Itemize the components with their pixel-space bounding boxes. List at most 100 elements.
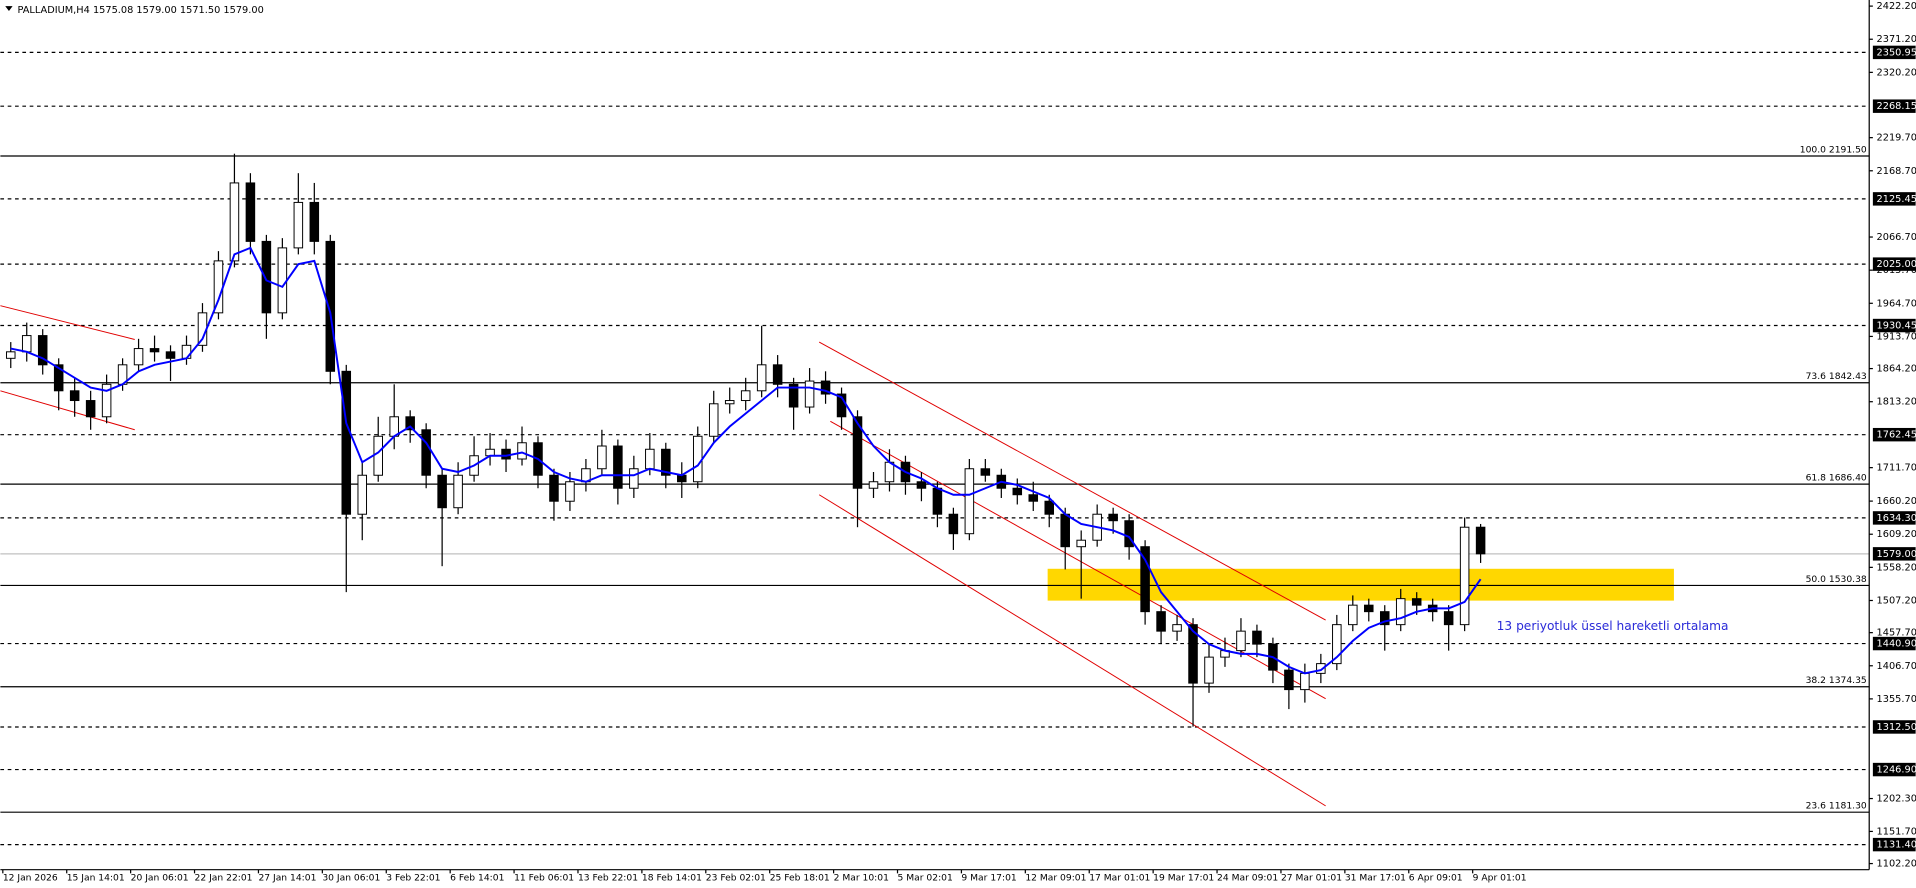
menu-arrow[interactable]	[5, 6, 13, 11]
candle-body	[1124, 520, 1134, 548]
candle-body	[1348, 604, 1358, 626]
level-label-box	[1872, 192, 1916, 206]
candle-body	[756, 364, 767, 392]
candle-body	[661, 448, 671, 476]
y-tick-label: 1711.70	[1877, 463, 1916, 474]
x-tick-label: 6 Feb 14:01	[450, 873, 504, 884]
y-tick-label: 1457.70	[1877, 628, 1916, 639]
candle-body	[165, 351, 176, 359]
level-label: 1762.45	[1877, 430, 1916, 441]
channel-line	[818, 341, 1326, 621]
fib-label: 100.0 2191.50	[1800, 144, 1867, 155]
level-label: 1440.90	[1877, 639, 1916, 650]
level-label: 1312.50	[1877, 722, 1916, 733]
candle-body	[980, 468, 991, 476]
x-tick-label: 17 Mar 01:01	[1089, 873, 1150, 884]
candle-body	[1060, 513, 1070, 548]
candle-body	[597, 445, 607, 470]
candle-body	[852, 416, 863, 489]
x-tick-label: 9 Apr 01:01	[1473, 873, 1527, 884]
candle-body	[1012, 487, 1023, 496]
candle-body	[133, 348, 144, 366]
x-tick-label: 6 Apr 09:01	[1409, 873, 1463, 884]
candle-body	[1459, 526, 1470, 626]
level-label: 2025.00	[1877, 259, 1916, 270]
x-tick-label: 22 Jan 22:01	[195, 873, 253, 884]
candle-body	[1364, 604, 1374, 613]
x-tick-label: 5 Mar 02:01	[898, 873, 953, 884]
level-label-box	[1872, 636, 1916, 651]
x-tick-label: 2 Mar 10:01	[834, 873, 889, 884]
candle-body	[261, 240, 272, 314]
level-label-box	[1872, 837, 1916, 852]
y-tick-label: 1609.20	[1877, 529, 1916, 540]
level-label-box	[1872, 45, 1916, 60]
candle-body	[1379, 611, 1390, 626]
candle-body	[565, 481, 575, 502]
channel-line	[0, 390, 135, 431]
level-label: 1634.30	[1877, 513, 1916, 524]
candle-body	[549, 474, 559, 502]
candle-body	[1028, 494, 1039, 502]
candle-body	[1316, 663, 1326, 674]
candle-body	[916, 481, 927, 489]
x-tick-label: 20 Jan 06:01	[131, 873, 189, 884]
channel-line	[830, 420, 1326, 700]
candle-body	[948, 513, 959, 535]
candle-body	[309, 201, 320, 242]
candle-body	[788, 383, 799, 408]
y-tick-label: 2320.20	[1877, 67, 1916, 78]
candle-body	[181, 344, 192, 359]
candle-body	[1284, 669, 1294, 691]
candle-body	[341, 370, 352, 515]
channel-line	[0, 305, 135, 340]
fib-label: 50.0 1530.38	[1806, 574, 1867, 585]
candle-body	[1172, 624, 1182, 632]
y-tick-label: 2066.70	[1877, 232, 1916, 243]
candle-body	[868, 481, 879, 489]
y-tick-label: 1813.20	[1877, 397, 1916, 408]
y-tick-label: 2422.20	[1877, 1, 1916, 12]
y-tick-label: 2371.20	[1877, 34, 1916, 45]
y-tick-label: 1202.30	[1877, 794, 1916, 805]
candle-body	[1252, 630, 1262, 645]
candle-body	[53, 364, 64, 392]
candle-body	[517, 442, 527, 460]
candle-body	[373, 435, 383, 476]
level-label-box	[1872, 99, 1916, 113]
candle-body	[1332, 624, 1342, 665]
candle-body	[692, 435, 703, 483]
level-label: 1930.45	[1877, 321, 1916, 332]
candle-body	[629, 468, 639, 489]
candle-body	[5, 351, 16, 359]
candle-body	[101, 383, 112, 418]
candle-body	[804, 380, 815, 408]
fib-label: 38.2 1374.35	[1806, 675, 1867, 686]
candle-body	[772, 364, 783, 385]
candle-body	[1411, 598, 1422, 606]
candle-body	[69, 390, 80, 402]
plot-area	[0, 51, 1870, 846]
candle-body	[724, 400, 735, 405]
current-price-box	[1872, 547, 1916, 561]
current-price-label: 1579.00	[1877, 549, 1916, 560]
candle-body	[1076, 539, 1086, 548]
candle-body	[740, 390, 751, 402]
x-tick-label: 13 Feb 22:01	[578, 873, 638, 884]
x-tick-label: 9 Mar 17:01	[961, 873, 1016, 884]
candle-body	[277, 247, 288, 314]
x-tick-label: 23 Feb 02:01	[706, 873, 766, 884]
level-label-box	[1872, 720, 1916, 734]
y-tick-label: 1913.70	[1877, 331, 1916, 342]
x-tick-label: 30 Jan 06:01	[322, 873, 380, 884]
candle-body	[1156, 611, 1166, 632]
candle-body	[149, 348, 160, 353]
level-label-box	[1872, 427, 1916, 442]
candle-body	[613, 445, 623, 489]
x-tick-label: 3 Feb 22:01	[386, 873, 440, 884]
candle-body	[453, 474, 463, 509]
channel-line	[818, 494, 1326, 807]
